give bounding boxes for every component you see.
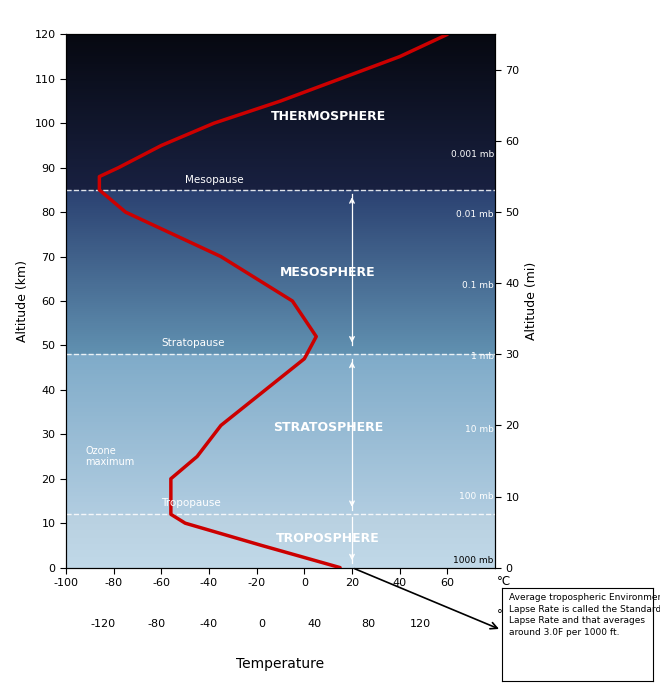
Text: 1000 mb: 1000 mb xyxy=(453,557,494,566)
Text: THERMOSPHERE: THERMOSPHERE xyxy=(271,110,386,123)
Text: 0.1 mb: 0.1 mb xyxy=(462,281,494,290)
Text: Mesopause: Mesopause xyxy=(185,175,244,186)
Text: 0.001 mb: 0.001 mb xyxy=(451,150,494,159)
Text: MESOSPHERE: MESOSPHERE xyxy=(280,266,376,279)
Text: STRATOSPHERE: STRATOSPHERE xyxy=(273,421,383,434)
Text: Stratopause: Stratopause xyxy=(161,338,225,347)
Text: 10 mb: 10 mb xyxy=(465,425,494,434)
Y-axis label: Altitude (mi): Altitude (mi) xyxy=(525,262,538,340)
Text: Average tropospheric Environmental
Lapse Rate is called the Standard
Lapse Rate : Average tropospheric Environmental Lapse… xyxy=(510,593,660,637)
Text: 100 mb: 100 mb xyxy=(459,492,494,501)
Text: TROPOSPHERE: TROPOSPHERE xyxy=(277,533,380,546)
Text: °C: °C xyxy=(497,575,512,588)
Text: 0.01 mb: 0.01 mb xyxy=(456,210,494,219)
Text: Tropopause: Tropopause xyxy=(161,497,221,508)
Text: Temperature: Temperature xyxy=(236,657,325,671)
Text: Ozone
maximum: Ozone maximum xyxy=(85,446,135,467)
Y-axis label: Altitude (km): Altitude (km) xyxy=(16,260,29,342)
Text: 1 mb: 1 mb xyxy=(471,352,494,361)
Text: °F: °F xyxy=(497,608,510,621)
